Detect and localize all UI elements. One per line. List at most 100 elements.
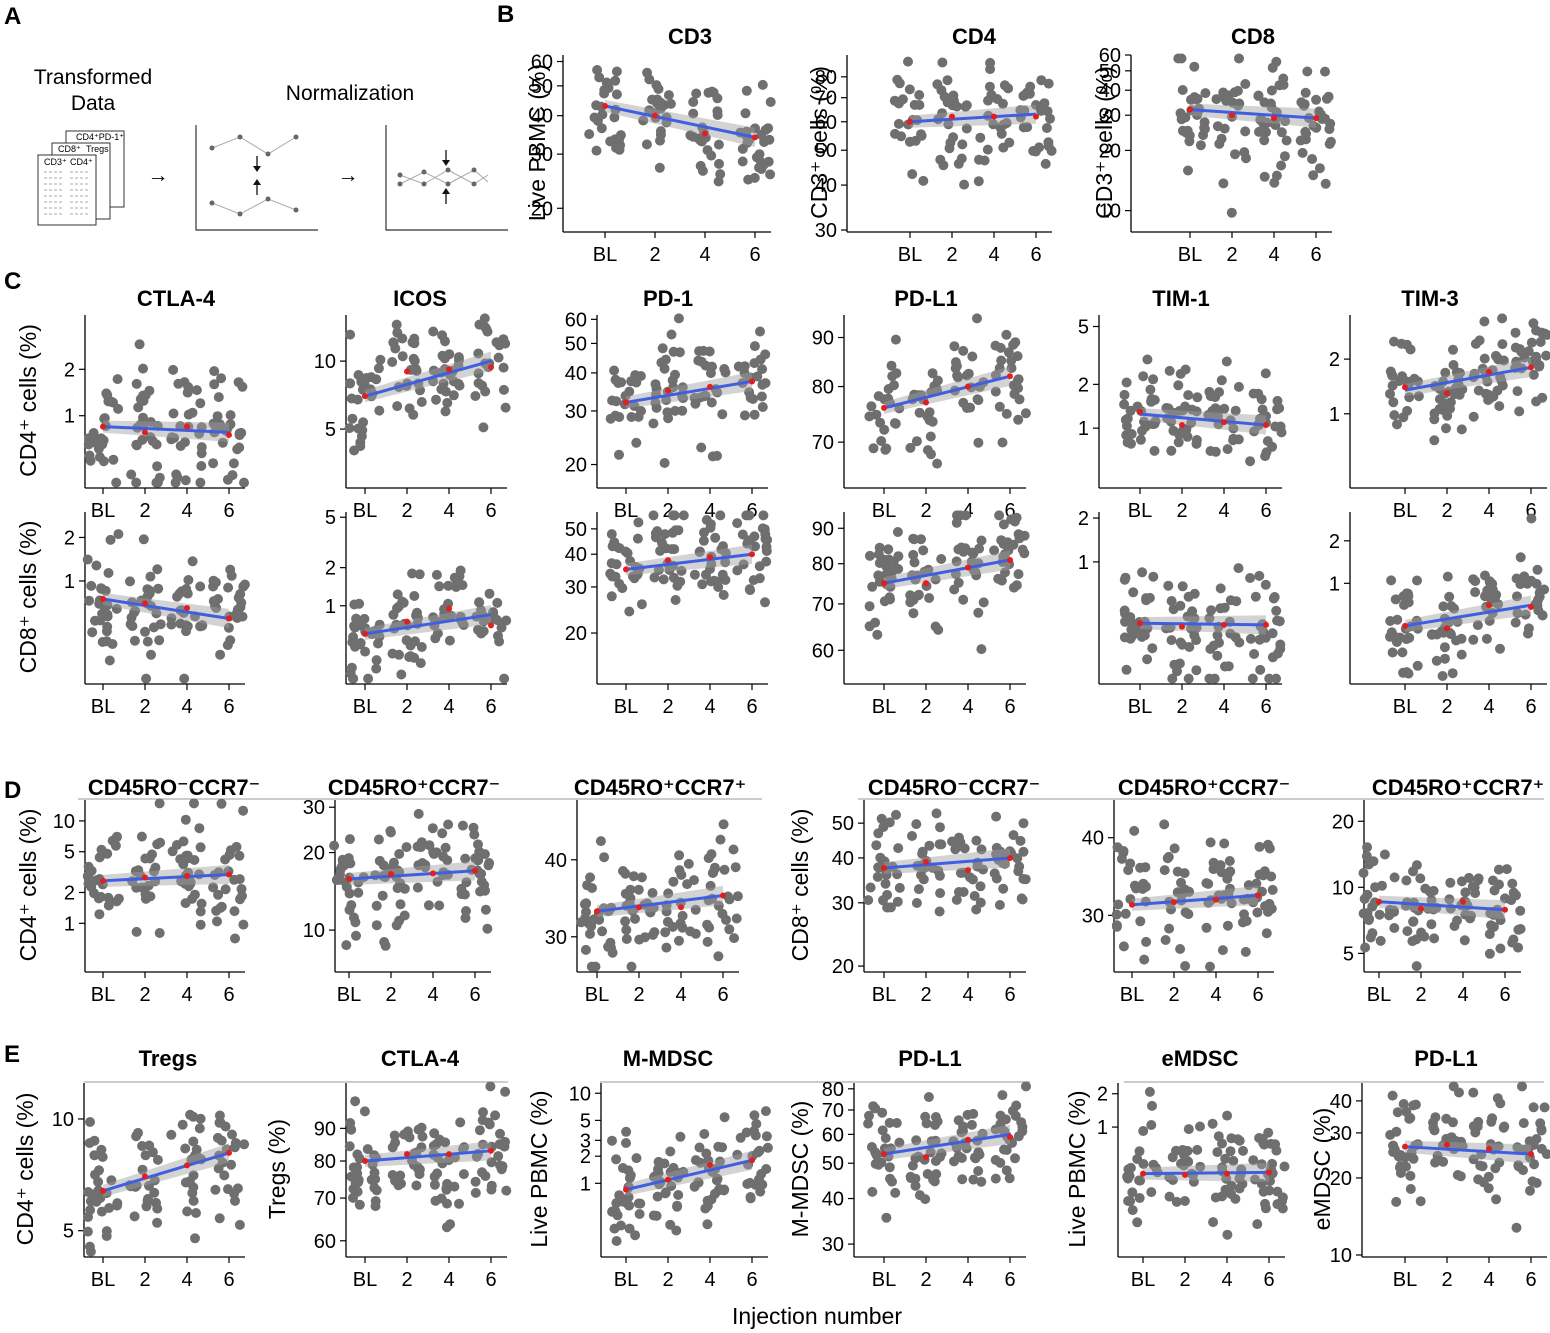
data-point (374, 619, 385, 630)
data-point (1011, 512, 1022, 523)
data-point (430, 1195, 441, 1206)
data-point (1392, 419, 1402, 430)
data-point (668, 510, 679, 521)
data-point (138, 363, 148, 374)
x-tick-label: 6 (746, 1269, 757, 1291)
data-point (698, 345, 709, 356)
y-tick-label: 10 (52, 1109, 74, 1131)
x-tick-label: BL (1128, 500, 1152, 522)
data-point (442, 397, 453, 408)
data-point (366, 372, 377, 383)
x-tick-label: 4 (704, 696, 715, 718)
data-point (89, 1195, 100, 1205)
data-point (910, 1173, 921, 1184)
data-point (455, 565, 466, 576)
x-tick-label: 6 (1525, 500, 1536, 522)
data-point (1187, 404, 1197, 415)
data-point (1486, 1116, 1497, 1127)
data-point (764, 134, 775, 145)
data-point (1148, 374, 1159, 385)
data-point (631, 437, 642, 448)
data-point (1159, 865, 1170, 876)
data-point (595, 836, 606, 847)
data-point (757, 79, 768, 90)
data-point (973, 1166, 984, 1176)
data-point (893, 118, 904, 129)
data-point (405, 651, 416, 662)
data-point (1274, 616, 1285, 627)
data-point (1006, 355, 1017, 366)
data-point (409, 591, 420, 601)
data-point (739, 368, 750, 379)
data-point (1279, 151, 1290, 162)
data-point (146, 649, 156, 660)
data-point (1484, 615, 1495, 626)
x-tick-label: 4 (181, 1269, 192, 1291)
trend-line (1404, 603, 1532, 628)
x-tick-label: BL (91, 984, 115, 1006)
y-tick-label: 30 (565, 401, 587, 423)
data-point (870, 617, 881, 628)
doc-mid-label-1: CD8⁺ (58, 144, 81, 154)
mean-point (362, 393, 368, 400)
mean-point (1486, 602, 1492, 609)
data-point (732, 565, 743, 576)
data-point (1210, 446, 1221, 457)
data-point (229, 1142, 240, 1153)
data-point (233, 592, 244, 603)
y-tick-label: 80 (314, 1151, 336, 1173)
data-point (1534, 361, 1545, 372)
data-point (1276, 427, 1287, 438)
data-point (635, 1198, 646, 1209)
x-tick-label: 2 (1441, 500, 1452, 522)
data-point (729, 933, 740, 944)
data-point (663, 90, 674, 101)
data-point (1320, 66, 1330, 77)
data-point (741, 85, 752, 96)
mean-point (404, 1151, 410, 1158)
data-point (129, 1211, 140, 1222)
mean-point (965, 564, 971, 571)
data-point (1512, 386, 1523, 397)
x-tick-label: 4 (1218, 696, 1229, 718)
data-point (397, 597, 408, 608)
data-point (656, 357, 667, 368)
data-point (1267, 884, 1278, 895)
y-axis-label: CD3⁺ cells (%) (1091, 66, 1117, 219)
data-point (673, 1190, 684, 1200)
data-point (396, 669, 407, 680)
data-point (189, 798, 199, 809)
data-point (1408, 866, 1418, 877)
data-point (648, 418, 659, 429)
data-point (1254, 869, 1265, 880)
data-point (415, 842, 426, 853)
data-point (94, 852, 105, 863)
data-point (633, 411, 644, 422)
data-point (387, 1170, 398, 1180)
y-tick-label: 10 (1330, 1245, 1352, 1267)
data-point (484, 588, 495, 599)
data-point (392, 589, 403, 600)
confidence-band (103, 864, 229, 887)
data-point (473, 839, 483, 850)
mean-point (1007, 1134, 1013, 1141)
data-point (377, 890, 388, 901)
data-point (1195, 1121, 1205, 1132)
y-tick-label: 50 (815, 140, 837, 162)
data-point (1241, 153, 1251, 164)
data-point (948, 95, 959, 106)
data-point (655, 126, 666, 137)
data-point (674, 935, 684, 946)
data-point (644, 105, 655, 116)
data-point (868, 443, 879, 454)
data-point (197, 620, 208, 631)
data-point (893, 564, 904, 574)
data-point (1184, 642, 1195, 652)
x-tick-label: BL (872, 1269, 896, 1291)
mean-point (1502, 906, 1508, 913)
data-point (719, 364, 730, 374)
data-point (1444, 591, 1455, 602)
data-point (1384, 910, 1395, 921)
mean-point (1182, 1171, 1188, 1178)
data-point (1024, 88, 1035, 99)
